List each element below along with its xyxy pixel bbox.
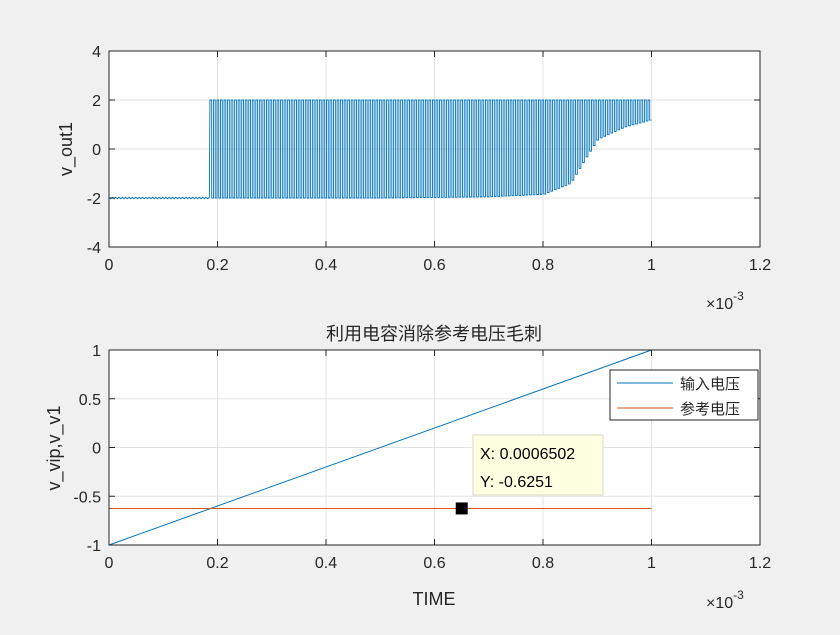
- series-line-v-out1: [108, 99, 652, 200]
- bottom-x-exponent-power: -3: [733, 588, 744, 602]
- top-ytick-label-1: -2: [87, 191, 101, 208]
- top-x-exponent-base: ×10: [706, 296, 733, 313]
- bottom-xtick-label-5: 1: [647, 555, 656, 572]
- top-series-v-out1: [108, 99, 652, 200]
- legend-label-input: 输入电压: [680, 376, 740, 393]
- bottom-xlabel: TIME: [413, 589, 456, 609]
- legend-label-reference: 参考电压: [680, 401, 740, 418]
- top-ytick-label-4: 4: [92, 44, 101, 61]
- top-x-exponent-power: -3: [733, 289, 744, 303]
- bottom-xtick-label-0: 0: [105, 555, 114, 572]
- bottom-ytick-label-3: 0.5: [79, 392, 101, 409]
- bottom-ylabel: v_vip,v_v1: [44, 405, 65, 490]
- bottom-x-exponent: ×10-3: [706, 588, 744, 612]
- top-xtick-label-2: 0.4: [315, 257, 337, 274]
- bottom-ytick-label-4: 1: [92, 343, 101, 360]
- top-xtick-label-4: 0.8: [532, 257, 554, 274]
- top-xtick-label-5: 1: [647, 257, 656, 274]
- datatip-x-text: X: 0.0006502: [480, 446, 575, 463]
- bottom-ytick-label-0: -1: [87, 538, 101, 555]
- top-x-exponent: ×10-3: [706, 289, 744, 313]
- datatip-marker[interactable]: [455, 502, 468, 515]
- bottom-series: [108, 349, 652, 546]
- bottom-xtick-label-4: 0.8: [532, 555, 554, 572]
- top-ylabel: v_out1: [56, 122, 77, 176]
- legend[interactable]: 输入电压 参考电压: [609, 369, 759, 421]
- bottom-ytick-label-1: -0.5: [73, 489, 101, 506]
- bottom-xtick-label-1: 0.2: [206, 555, 228, 572]
- bottom-title: 利用电容消除参考电压毛刺: [326, 324, 542, 344]
- svg-text:×10-3: ×10-3: [706, 289, 744, 313]
- bottom-xtick-label-3: 0.6: [423, 555, 445, 572]
- top-tick-labels: 0 0.2 0.4 0.6 0.8 1 1.2 -4 -2 0 2 4: [87, 44, 771, 274]
- top-ytick-label-2: 0: [92, 142, 101, 159]
- bottom-xtick-label-6: 1.2: [749, 555, 771, 572]
- svg-text:×10-3: ×10-3: [706, 588, 744, 612]
- bottom-xtick-label-2: 0.4: [315, 555, 337, 572]
- series-line-0: [108, 349, 652, 546]
- bottom-tick-labels: 0 0.2 0.4 0.6 0.8 1 1.2 -1 -0.5 0 0.5 1: [73, 343, 771, 572]
- top-xtick-label-3: 0.6: [423, 257, 445, 274]
- top-xtick-label-6: 1.2: [749, 257, 771, 274]
- legend-box: [609, 369, 759, 421]
- datatip[interactable]: X: 0.0006502 Y: -0.6251: [455, 434, 604, 515]
- top-xtick-label-0: 0: [105, 257, 114, 274]
- datatip-y-text: Y: -0.6251: [480, 474, 553, 491]
- datatip-box: [472, 434, 604, 496]
- bottom-x-exponent-base: ×10: [706, 595, 733, 612]
- top-xtick-label-1: 0.2: [206, 257, 228, 274]
- top-ytick-label-3: 2: [92, 93, 101, 110]
- top-ytick-label-0: -4: [87, 240, 101, 257]
- bottom-ytick-label-2: 0: [92, 441, 101, 458]
